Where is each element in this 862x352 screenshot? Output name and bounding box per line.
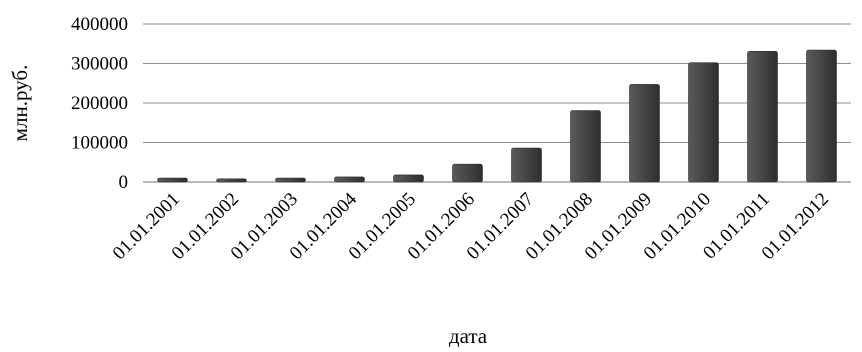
bar [334, 176, 365, 183]
bar [806, 49, 837, 183]
bars [157, 49, 837, 183]
y-tick-label: 100000 [71, 133, 128, 154]
bar [275, 177, 306, 183]
y-axis-ticks: 400000 300000 200000 100000 0 [71, 14, 128, 193]
bar [157, 177, 188, 183]
bar [570, 110, 601, 183]
bar [629, 84, 660, 183]
y-tick-label: 0 [119, 172, 129, 193]
bar [452, 163, 483, 183]
bar [511, 147, 542, 183]
x-axis-label: дата [449, 324, 488, 348]
bar [747, 50, 778, 183]
x-axis-ticks: 01.01.200101.01.200201.01.200301.01.2004… [109, 188, 833, 264]
bar [216, 178, 247, 183]
y-tick-label: 300000 [71, 54, 128, 75]
bar [688, 62, 719, 183]
gridlines [143, 23, 851, 183]
y-tick-label: 400000 [71, 14, 128, 35]
y-tick-label: 200000 [71, 93, 128, 114]
y-axis-label: млн.руб. [8, 65, 32, 142]
bar [393, 174, 424, 183]
